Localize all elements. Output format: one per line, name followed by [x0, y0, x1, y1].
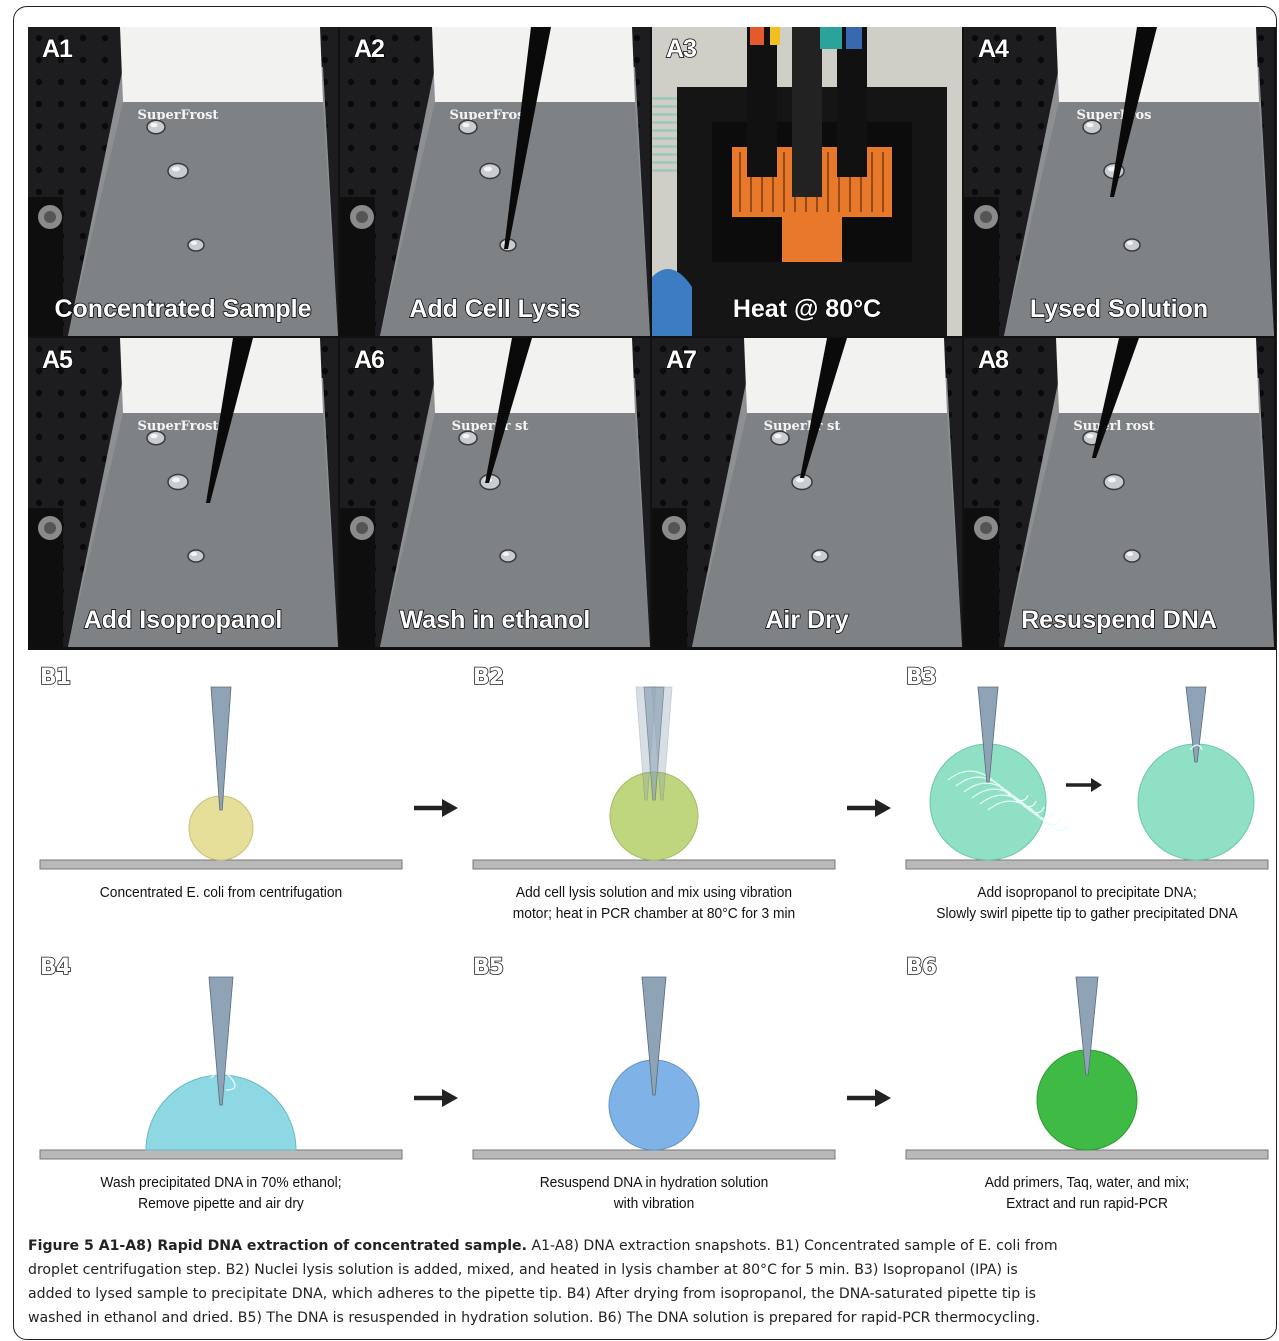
- schematic-caption-line: with vibration: [613, 1195, 695, 1212]
- pipette-tip: [210, 686, 232, 811]
- photo-panel-a1: SuperFrost A1 Concentrated Sample: [28, 27, 338, 336]
- caption-line-4: washed in ethanol and dried. B5) The DNA…: [28, 1310, 1040, 1326]
- photo-caption: Heat @ 80°C: [732, 294, 882, 324]
- slide-label-text: SuperFr st: [764, 419, 841, 434]
- photo-panel-a8: Superl rost A8 Resuspend DNA: [964, 338, 1274, 647]
- schematic-tag: B3: [905, 664, 938, 691]
- figure-caption: Figure 5 A1-A8) Rapid DNA extraction of …: [28, 1234, 1268, 1330]
- panel-tag: A4: [977, 34, 1009, 64]
- pipette-tip: [1075, 976, 1099, 1076]
- schematic-caption-line: Wash precipitated DNA in 70% ethanol;: [100, 1174, 342, 1191]
- schematic-caption-line: Extract and run rapid-PCR: [1006, 1195, 1168, 1212]
- schematic-tag: B4: [39, 954, 72, 981]
- photo-panel-a4: SuperFros A4 Lysed Solution: [964, 27, 1274, 336]
- photo-caption: Concentrated Sample: [54, 294, 313, 324]
- figure-frame: [13, 6, 1277, 1340]
- schematic-panel-b6: [905, 976, 1269, 1160]
- photo-grid: SuperFrost A1 Concentrated Sample SuperFros…: [28, 27, 1276, 650]
- schematic-caption: Wash precipitated DNA in 70% ethanol; Rem…: [42, 1172, 401, 1214]
- photo-caption: Add Cell Lysis: [409, 294, 582, 324]
- panel-tag: A7: [665, 345, 697, 375]
- panel-tag: A2: [353, 34, 385, 64]
- schematic-caption: Add cell lysis solution and mix using vi…: [475, 882, 834, 924]
- slide-label-text: SuperFr st: [452, 419, 529, 434]
- schematic-caption-line: Resuspend DNA in hydration solution: [539, 1174, 769, 1191]
- schematic-panel-b2: [472, 686, 891, 870]
- schematic-panel-b3: [905, 686, 1269, 870]
- photo-image: [652, 27, 962, 336]
- schematic-tag: B1: [39, 664, 72, 691]
- caption-text-1: A1-A8) DNA extraction snapshots. B1) Con…: [531, 1238, 1058, 1254]
- inner-arrow-head: [1091, 778, 1102, 792]
- flow-arrow-head: [875, 799, 891, 817]
- schematic-caption-line: Concentrated E. coli from centrifugation: [99, 884, 343, 901]
- slide-surface: [39, 859, 403, 870]
- photo-image: SuperFrost: [28, 338, 338, 647]
- figure-caption-label: Figure 5 A1-A8) Rapid DNA extraction of …: [28, 1238, 527, 1254]
- flow-arrow-head: [875, 1089, 891, 1107]
- slide-surface: [905, 1149, 1269, 1160]
- photo-caption: Lysed Solution: [1029, 294, 1209, 324]
- dna-strand: [1189, 744, 1203, 751]
- schematic-caption-line: Add primers, Taq, water, and mix;: [984, 1174, 1190, 1191]
- photo-image: SuperFrost: [28, 27, 338, 336]
- photo-panel-a3: A3 Heat @ 80°C: [652, 27, 962, 336]
- schematic-caption: Resuspend DNA in hydration solution with …: [475, 1172, 834, 1214]
- photo-panel-a7: SuperFr st A7 Air Dry: [652, 338, 962, 647]
- schematic-caption: Add isopropanol to precipitate DNA; Slowl…: [908, 882, 1267, 924]
- photo-caption: Resuspend DNA: [1020, 605, 1217, 635]
- dna-strand: [987, 800, 1069, 832]
- dna-strand: [979, 794, 1061, 826]
- schematic-tag: B5: [472, 954, 505, 981]
- photo-panel-a2: SuperFrost A2 Add Cell Lysis: [340, 27, 650, 336]
- schematic-tag: B6: [905, 954, 938, 981]
- schematic-tag: B2: [472, 664, 505, 691]
- panel-tag: A1: [41, 34, 73, 64]
- pipette-tip: [208, 976, 234, 1106]
- photo-image: SuperFrost: [340, 27, 650, 336]
- schematic-drawing: [39, 686, 1269, 1160]
- schematic-caption-line: Slowly swirl pipette tip to gather preci…: [936, 905, 1238, 922]
- photo-panel-a6: SuperFr st A6 Wash in ethanol: [340, 338, 650, 647]
- caption-line-3: added to lysed sample to precipitate DNA…: [28, 1286, 1036, 1302]
- photo-caption: Air Dry: [765, 605, 850, 635]
- schematic-caption-line: Add isopropanol to precipitate DNA;: [977, 884, 1197, 901]
- schematic-panel-b4: [39, 976, 458, 1160]
- panel-tag: A8: [977, 345, 1009, 375]
- pipette-tip: [641, 976, 667, 1096]
- pipette-tip: [977, 686, 999, 783]
- schematic-caption-line: Add cell lysis solution and mix using vi…: [515, 884, 793, 901]
- schematic-caption: Add primers, Taq, water, and mix; Extract…: [908, 1172, 1267, 1214]
- schematic-caption-line: motor; heat in PCR chamber at 80°C for 3…: [512, 905, 796, 922]
- slide-surface: [472, 859, 836, 870]
- photo-image: Superl rost: [964, 338, 1274, 647]
- schematic-panel-b1: [39, 686, 458, 870]
- photo-image: SuperFr st: [652, 338, 962, 647]
- photo-caption: Wash in ethanol: [399, 605, 591, 635]
- pipette-tip: [1185, 686, 1207, 763]
- slide-label-text: SuperFrost: [450, 108, 531, 123]
- slide-surface: [39, 1149, 403, 1160]
- schematic-caption: Concentrated E. coli from centrifugation: [42, 882, 401, 903]
- flow-arrow-head: [442, 1089, 458, 1107]
- panel-tag: A6: [353, 345, 385, 375]
- slide-label-text: Superl rost: [1073, 419, 1154, 434]
- panel-tag: A5: [41, 345, 73, 375]
- schematic-caption-line: Remove pipette and air dry: [138, 1195, 304, 1212]
- caption-line-1: Figure 5 A1-A8) Rapid DNA extraction of …: [28, 1234, 1268, 1258]
- schematic-panel-b5: [472, 976, 891, 1160]
- caption-line-2: droplet centrifugation step. B2) Nuclei …: [28, 1262, 1018, 1278]
- pipette-tip: [643, 686, 665, 801]
- slide-label-text: SuperFrost: [138, 108, 219, 123]
- flow-arrow-head: [442, 799, 458, 817]
- slide-label-text: SuperFrost: [138, 419, 219, 434]
- panel-tag: A3: [665, 34, 697, 64]
- slide-surface: [472, 1149, 836, 1160]
- photo-image: SuperFr st: [340, 338, 650, 647]
- photo-panel-a5: SuperFrost A5 Add Isopropanol: [28, 338, 338, 647]
- photo-caption: Add Isopropanol: [83, 605, 283, 635]
- photo-image: SuperFros: [964, 27, 1274, 336]
- slide-surface: [905, 859, 1269, 870]
